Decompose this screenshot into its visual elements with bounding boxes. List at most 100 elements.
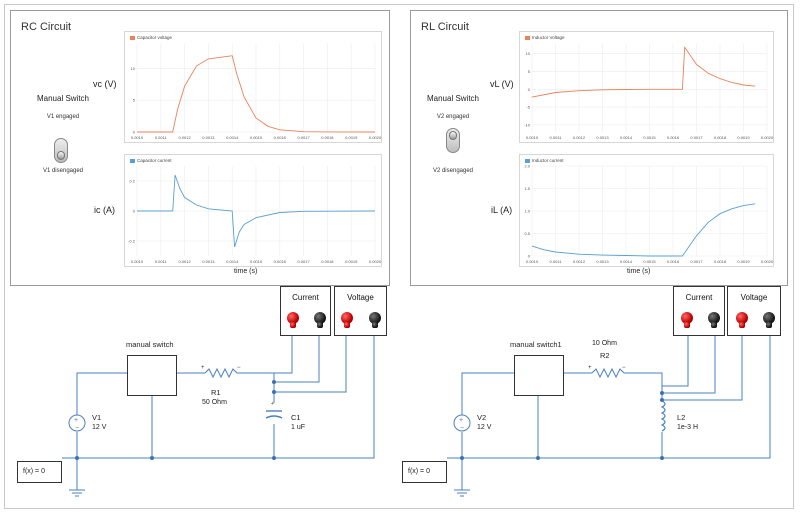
rl-disengaged-label: V2 disengaged [432, 168, 474, 174]
rl-voltage-xtick-label: 0.0014 [620, 135, 633, 140]
rl-current-xtick-label: 0.0016 [667, 259, 680, 264]
rc-resistor-value: 50 Ohm [202, 399, 227, 406]
rl-voltage-xtick-label: 0.0012 [573, 135, 586, 140]
rc-current-xtick-label: 0.0018 [321, 259, 334, 264]
rc-resistor-name: R1 [211, 388, 221, 397]
rc-switch-label: manual switch [126, 340, 174, 349]
rc-voltage-ytick-label: 0 [133, 130, 136, 135]
rc-voltage-scope[interactable]: Voltage [334, 286, 387, 336]
rl-current-xtick-label: 0.0018 [714, 259, 727, 264]
rc-voltage-xtick-label: 0.0017 [297, 135, 310, 140]
rc-current-ytick-label: -0.2 [128, 239, 136, 244]
rl-voltage-black-terminal[interactable] [763, 312, 775, 328]
rl-current-ytick-label: 0.5 [524, 231, 530, 236]
rc-manual-switch-block[interactable] [127, 355, 177, 396]
rc-solver-label: f(x) = 0 [23, 468, 45, 475]
rc-solver-config[interactable]: f(x) = 0 [17, 461, 62, 483]
rc-voltage-ytick-label: 5 [133, 98, 136, 103]
rc-current-xtick-label: 0.0011 [155, 259, 168, 264]
svg-text:−: − [460, 425, 464, 432]
rl-current-ytick-label: 1.0 [524, 209, 530, 214]
rc-panel-title: RC Circuit [21, 21, 72, 33]
rc-voltage-red-terminal[interactable] [341, 312, 353, 328]
rc-engaged-label: V1 engaged [46, 114, 80, 120]
rl-solver-config[interactable]: f(x) = 0 [402, 461, 447, 483]
rl-current-xtick-label: 0.0014 [620, 259, 633, 264]
rl-engaged-label: V2 engaged [436, 114, 470, 120]
rl-voltage-legend-label: Inductor Voltage [532, 35, 565, 40]
rc-voltage-xtick-label: 0.0018 [321, 135, 334, 140]
rc-source-value: 12 V [92, 424, 107, 431]
rc-current-ytick-label: 0 [133, 209, 136, 214]
rc-xlabel: time (s) [234, 268, 258, 275]
rc-current-plot: Capacitor current 0.0010 0.0011 0.0012 0.00… [124, 154, 382, 267]
rl-voltage-red-terminal[interactable] [736, 312, 748, 328]
rc-manual-switch-toggle[interactable] [54, 138, 68, 163]
rl-manual-switch-toggle[interactable] [446, 128, 460, 153]
rl-bottom-ylabel: iL (A) [491, 205, 513, 215]
rl-switch-control-title: Manual Switch [426, 94, 480, 103]
rc-voltage-series-line [137, 55, 376, 133]
rc-current-xtick-label: 0.0020 [369, 259, 382, 264]
rl-voltage-xtick-label: 0.0013 [596, 135, 609, 140]
rl-panel: RL Circuit Manual Switch V2 engaged V2 d… [410, 10, 788, 286]
rl-current-ytick-label: 1.5 [524, 186, 530, 191]
rc-current-ytick-label: 0.2 [129, 179, 135, 184]
rc-current-xtick-label: 0.0012 [178, 259, 191, 264]
rl-voltage-chart: 0.0010 0.0011 0.0012 0.0013 0.0014 0.0015 0.00… [524, 43, 774, 140]
rl-voltage-ytick-label: 5 [528, 69, 531, 74]
svg-text:+: + [459, 417, 463, 424]
rl-toggle-knob [449, 131, 457, 140]
svg-text:+: + [271, 401, 274, 407]
rl-current-black-terminal[interactable] [708, 312, 720, 328]
rc-current-black-terminal[interactable] [314, 312, 326, 328]
rl-current-scope-label: Current [685, 293, 713, 302]
rc-voltage-ytick-label: 10 [131, 66, 136, 71]
rl-voltage-xtick-label: 0.0011 [550, 135, 563, 140]
rl-current-xtick-label: 0.0015 [643, 259, 656, 264]
rc-current-xtick-label: 0.0019 [345, 259, 358, 264]
rl-current-red-terminal[interactable] [681, 312, 693, 328]
svg-text:−: − [75, 425, 79, 432]
rc-current-red-terminal[interactable] [287, 312, 299, 328]
rc-current-xtick-label: 0.0014 [226, 259, 239, 264]
rl-manual-switch-block[interactable] [514, 355, 564, 396]
rl-current-xtick-label: 0.0011 [550, 259, 563, 264]
rc-current-chart: 0.0010 0.0011 0.0012 0.0013 0.0014 0.0015 0.00… [128, 166, 382, 264]
svg-text:+: + [588, 365, 592, 371]
rl-current-xtick-label: 0.0020 [761, 259, 774, 264]
rc-voltage-legend: Capacitor voltage [130, 35, 172, 40]
rl-current-plot: Inductor current 0.0010 0.0011 0.0012 0.001… [519, 154, 774, 267]
rl-resistor-name: R2 [600, 351, 610, 360]
rc-voltage-plot: Capacitor voltage 0.0010 0.0011 0.0012 0.00… [124, 31, 382, 143]
rl-current-xtick-label: 0.0013 [596, 259, 609, 264]
rc-current-scope[interactable]: Current [280, 286, 331, 336]
rl-voltage-ytick-label: -10 [524, 122, 531, 127]
rl-panel-title: RL Circuit [421, 21, 469, 33]
rl-current-xtick-label: 0.0017 [690, 259, 703, 264]
rc-voltage-chart: 0.0010 0.0011 0.0012 0.0013 0.0014 0.0015 0.00… [131, 43, 382, 140]
rc-cap-name: C1 [291, 413, 301, 422]
rl-voltage-legend: Inductor Voltage [525, 35, 565, 40]
rl-voltage-scope[interactable]: Voltage [727, 286, 781, 336]
rl-voltage-xtick-label: 0.0016 [667, 135, 680, 140]
rl-current-ytick-label: 2.0 [524, 164, 530, 169]
rl-voltage-xtick-label: 0.0017 [690, 135, 703, 140]
rl-voltage-xtick-label: 0.0019 [737, 135, 750, 140]
svg-text:−: − [237, 365, 241, 371]
svg-text:−: − [622, 365, 626, 371]
rc-current-xtick-label: 0.0016 [274, 259, 287, 264]
rl-ind-name: L2 [677, 413, 686, 422]
rc-toggle-knob [57, 151, 65, 160]
rl-current-scope[interactable]: Current [673, 286, 725, 336]
rl-current-legend: Inductor current [525, 158, 564, 163]
rl-current-series-line [531, 203, 756, 257]
rc-current-legend: Capacitor current [130, 158, 172, 163]
rc-voltage-scope-label: Voltage [347, 293, 374, 302]
rc-voltage-black-terminal[interactable] [369, 312, 381, 328]
rc-voltage-xtick-label: 0.0012 [178, 135, 191, 140]
rl-ind-value: 1e-3 H [677, 424, 699, 431]
rl-resistor-value: 10 Ohm [592, 340, 617, 347]
svg-text:+: + [201, 365, 205, 371]
